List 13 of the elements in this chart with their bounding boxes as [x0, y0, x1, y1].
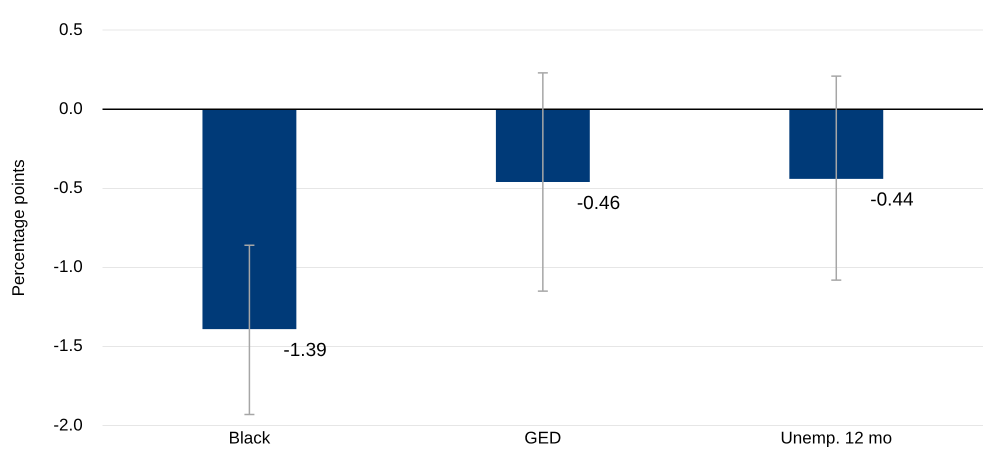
x-tick-label: Black	[228, 428, 271, 448]
x-tick-label: Unemp. 12 mo	[780, 428, 892, 448]
data-label: -1.39	[283, 340, 327, 361]
y-tick-label: -2.0	[53, 415, 83, 434]
y-tick-label: -1.5	[53, 336, 83, 356]
y-tick-label: -1.0	[53, 257, 83, 276]
y-tick-label: 0.5	[59, 20, 83, 39]
x-tick-label: GED	[524, 428, 562, 448]
data-label: -0.44	[870, 190, 914, 211]
y-tick-label: -0.5	[53, 178, 83, 198]
y-axis-title: Percentage points	[8, 159, 28, 296]
data-label: -0.46	[576, 192, 620, 214]
y-tick-label: 0.0	[59, 98, 83, 118]
